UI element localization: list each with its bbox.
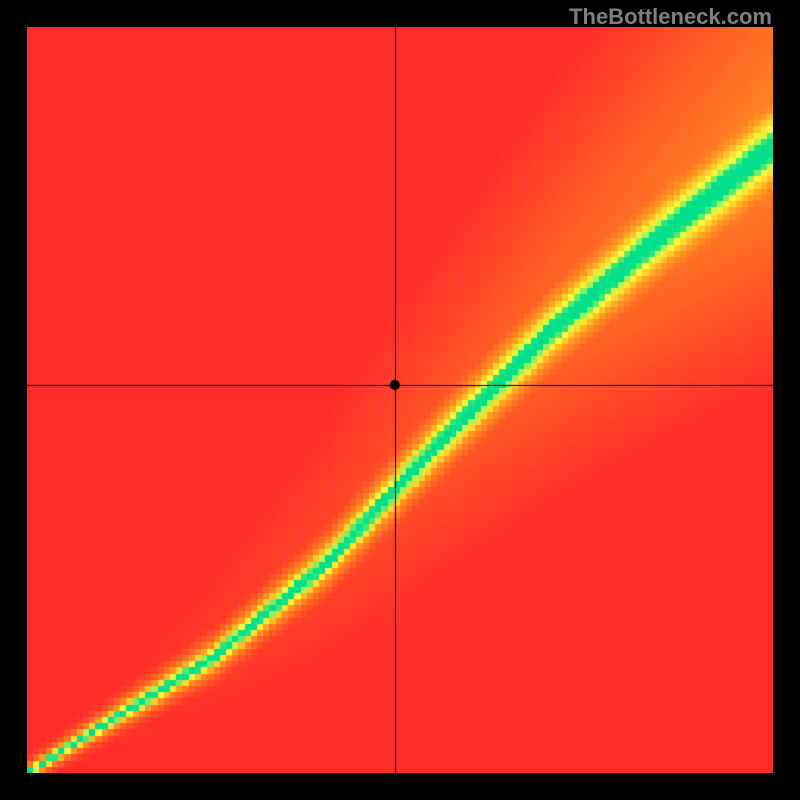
watermark-text: TheBottleneck.com: [569, 4, 772, 30]
heatmap-plot: [27, 27, 773, 773]
heatmap-canvas: [27, 27, 773, 773]
